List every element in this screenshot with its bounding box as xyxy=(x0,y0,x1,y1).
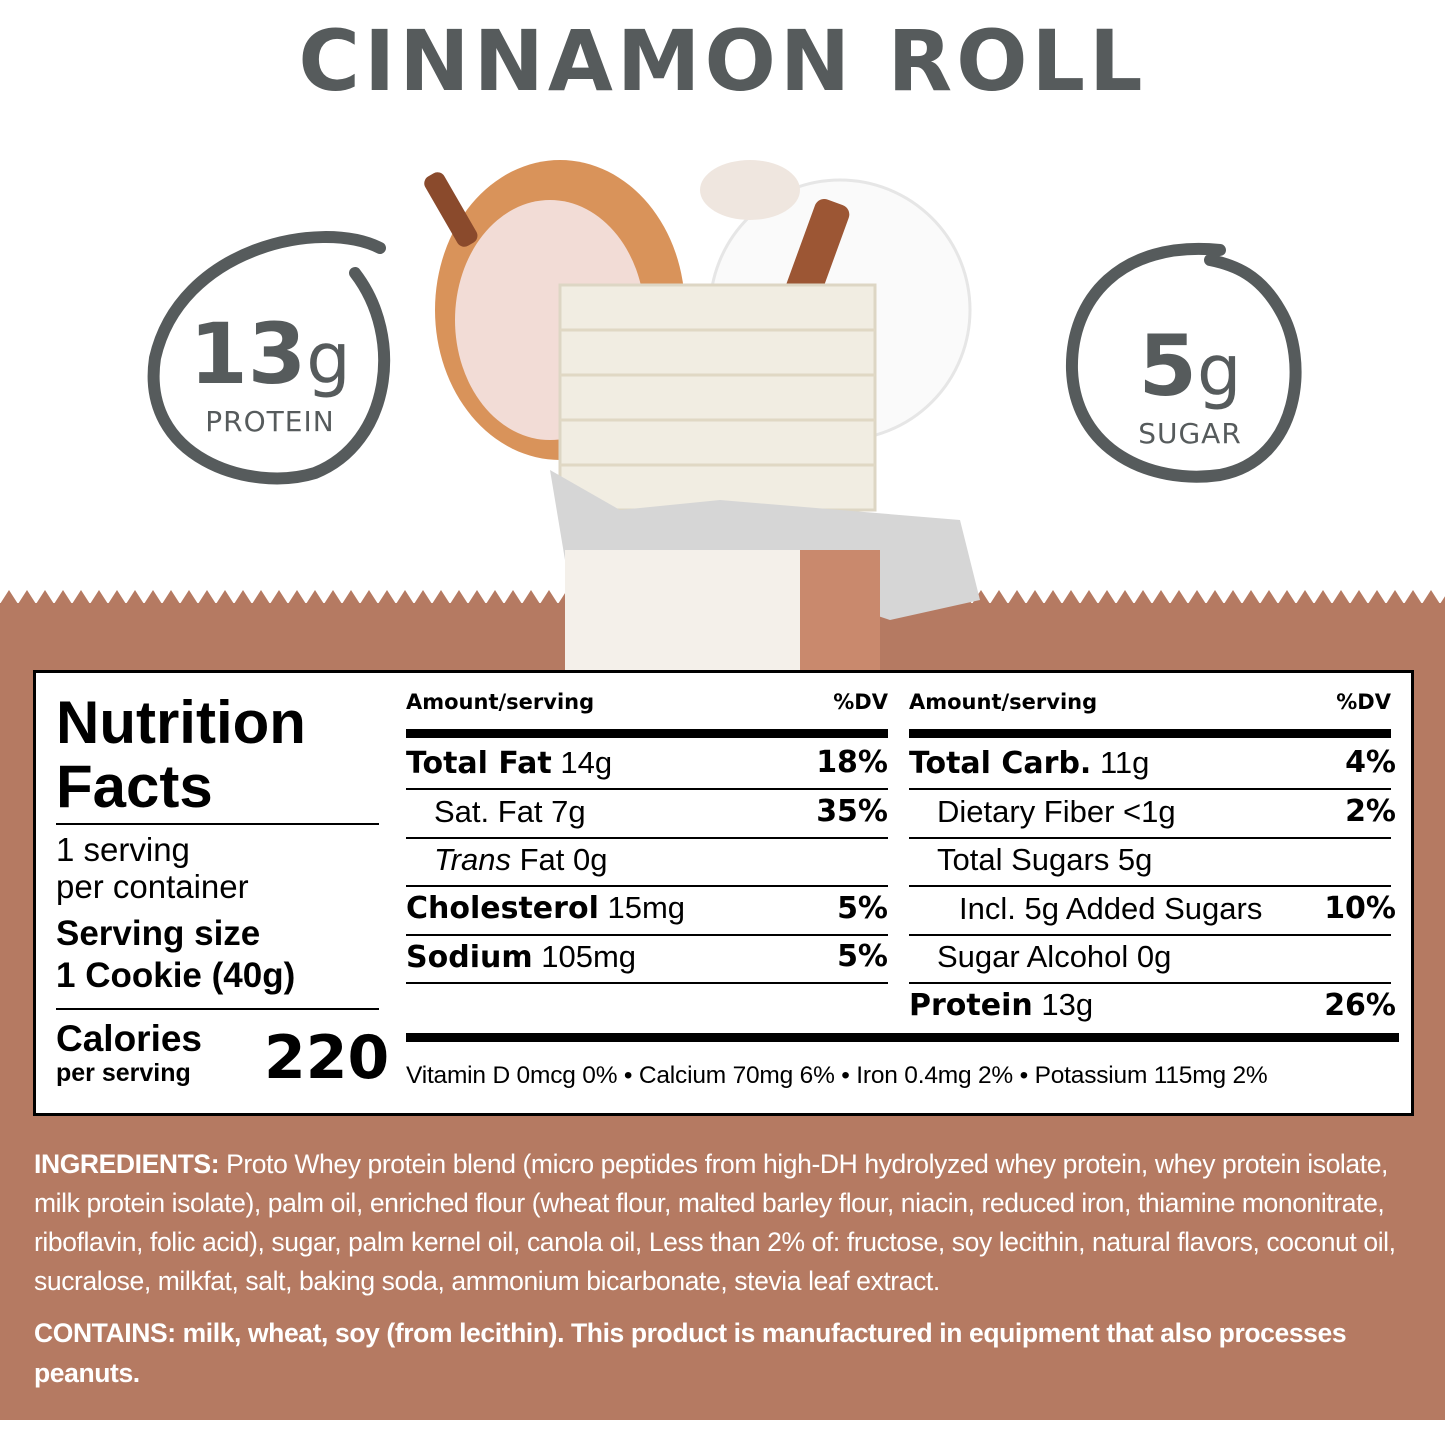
sugar-badge: 5g SUGAR xyxy=(1060,240,1320,500)
circle-outline-icon xyxy=(1065,242,1302,483)
protein-label: PROTEIN xyxy=(205,405,335,438)
nutrient-row: Sat. Fat 7g 35% xyxy=(434,793,888,829)
zigzag-edge xyxy=(0,590,1445,604)
allergen-statement: CONTAINS: milk, wheat, soy (from lecithi… xyxy=(34,1318,1347,1388)
calories-label: Calories per serving xyxy=(56,1018,203,1088)
serving-size: Serving size 1 Cookie (40g) xyxy=(56,914,296,995)
protein-value: 13 xyxy=(189,305,307,403)
product-title: CINNAMON ROLL xyxy=(298,12,1147,110)
nutrient-row: Protein 13g 26% xyxy=(909,987,1396,1023)
nutrient-row: Sodium 105mg 5% xyxy=(406,938,888,975)
nutrition-facts-panel: Nutrition Facts 1 serving per container Se… xyxy=(33,670,1414,1116)
vitamins-minerals: Vitamin D 0mcg 0% • Calcium 70mg 6% • Ir… xyxy=(406,1062,1268,1089)
nutrient-row: Cholesterol 15mg 5% xyxy=(406,890,888,926)
circle-outline-icon xyxy=(147,231,391,485)
nutrient-row: Trans Fat 0g xyxy=(434,842,608,877)
product-image xyxy=(424,160,980,680)
sugar-label: SUGAR xyxy=(1138,417,1242,450)
protein-badge: 13g PROTEIN xyxy=(140,228,400,488)
servings-per-container: 1 serving per container xyxy=(56,831,249,905)
sugar-value: 5 xyxy=(1138,317,1197,415)
calories-value: 220 xyxy=(264,1023,390,1093)
ingredients-text: INGREDIENTS: Proto Whey protein blend (m… xyxy=(34,1149,1396,1296)
nutrient-row: Incl. 5g Added Sugars 10% xyxy=(959,890,1396,926)
protein-unit: g xyxy=(306,318,351,400)
column-header: Amount/serving %DV xyxy=(406,690,888,714)
nutrition-facts-title: Nutrition Facts xyxy=(56,689,306,820)
nutrient-row: Dietary Fiber <1g 2% xyxy=(937,793,1396,829)
nutrient-row: Total Sugars 5g xyxy=(937,842,1153,877)
column-header: Amount/serving %DV xyxy=(909,690,1391,714)
nutrient-row: Total Fat 14g 18% xyxy=(406,744,888,781)
nutrient-row: Total Carb. 11g 4% xyxy=(909,744,1396,781)
nutrient-row: Sugar Alcohol 0g xyxy=(937,939,1172,974)
sugar-unit: g xyxy=(1197,330,1242,412)
